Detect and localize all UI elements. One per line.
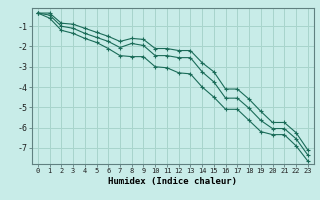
X-axis label: Humidex (Indice chaleur): Humidex (Indice chaleur) <box>108 177 237 186</box>
